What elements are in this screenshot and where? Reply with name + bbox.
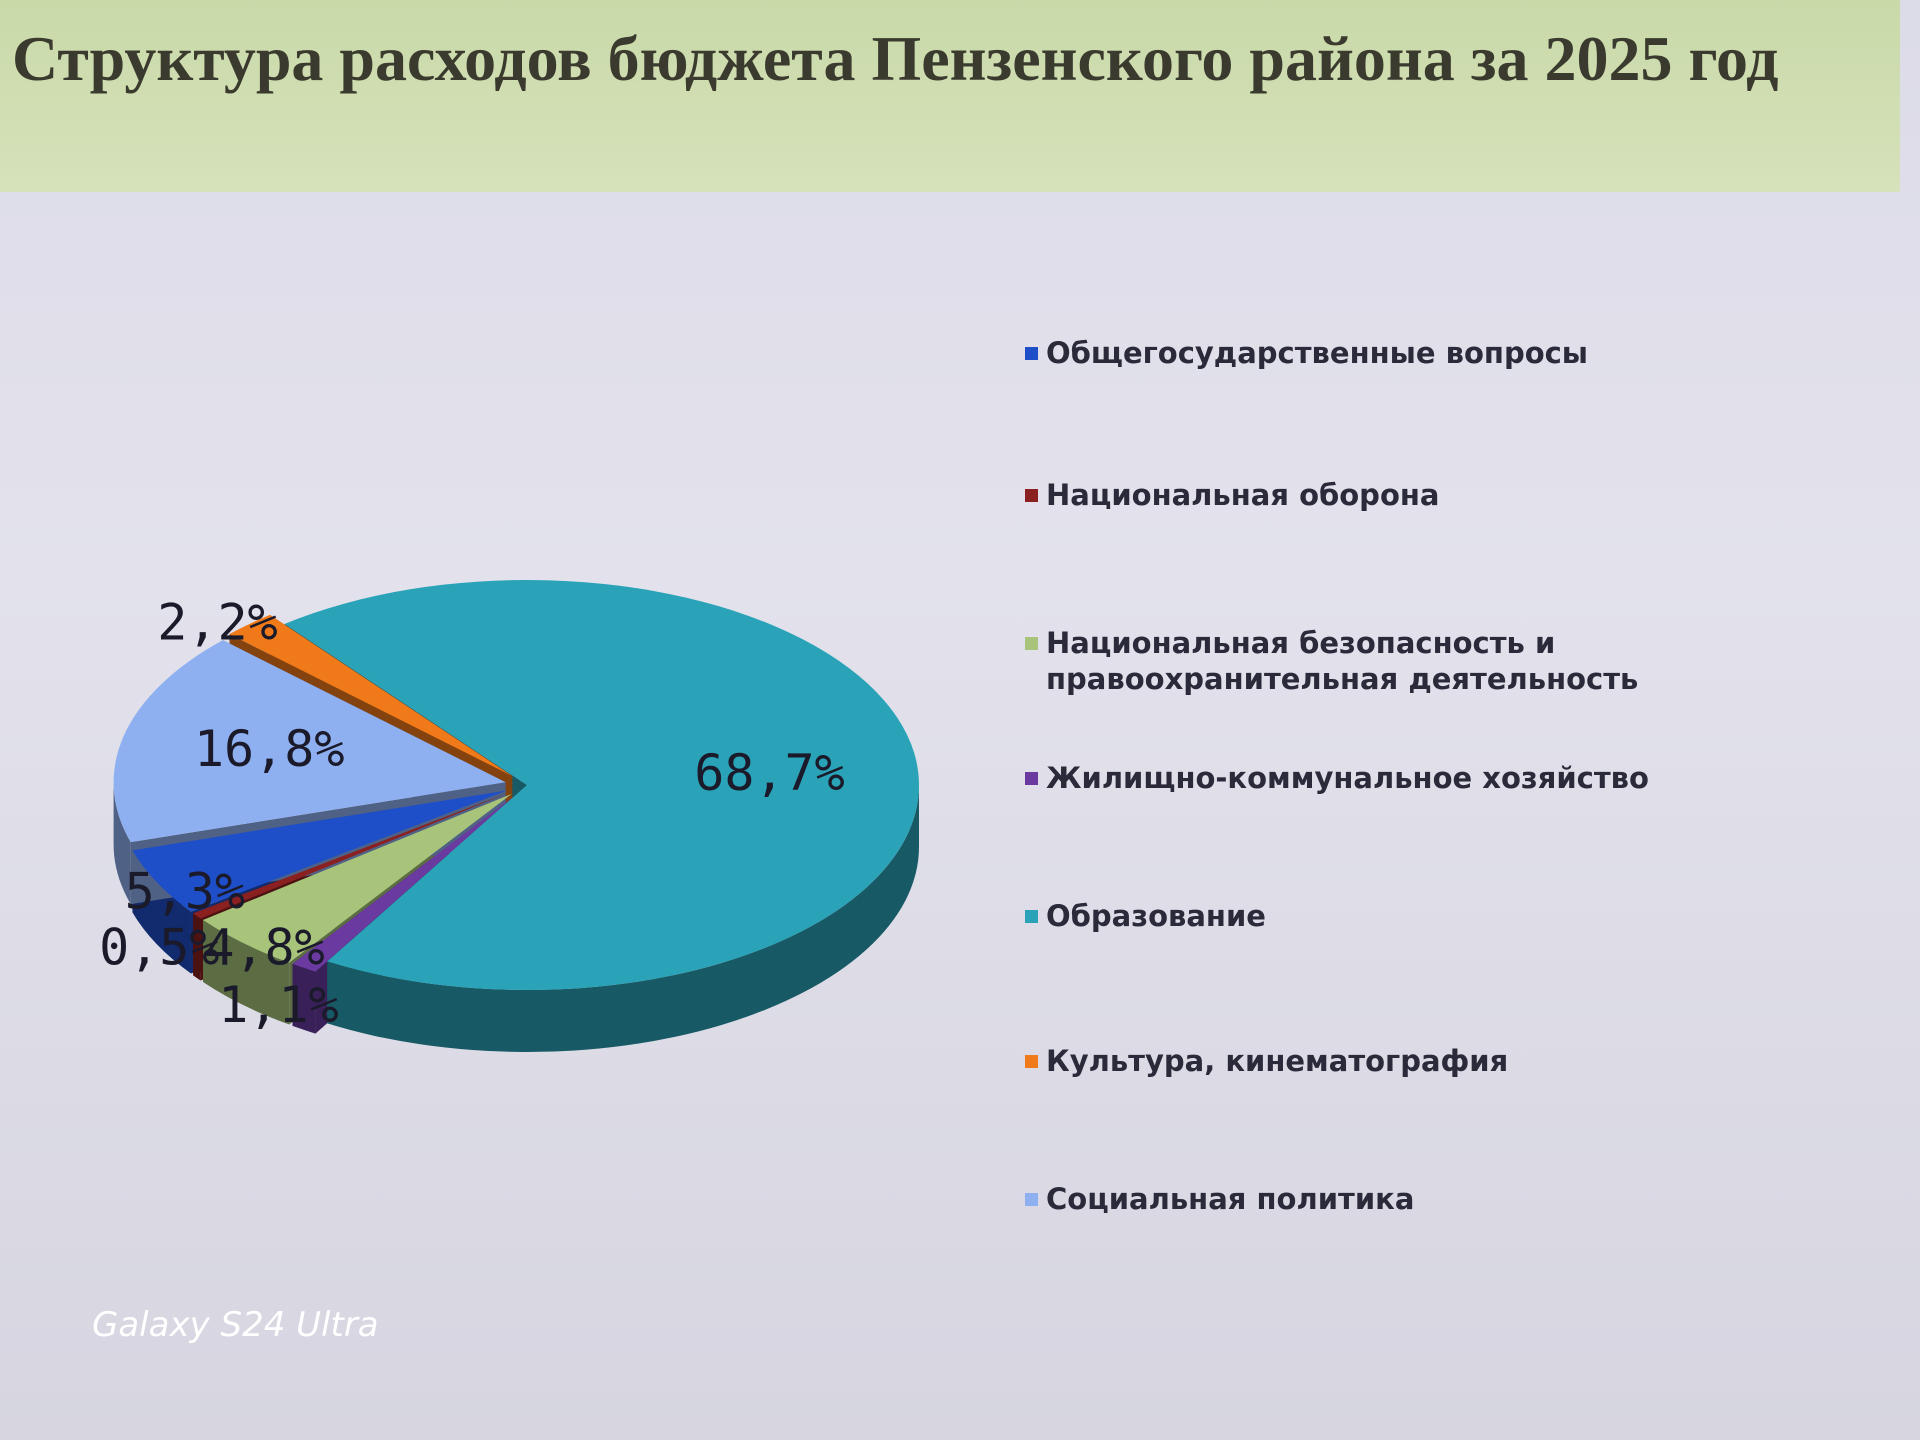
data-label: 68,7% [694, 744, 845, 802]
legend-item: Образование [1025, 898, 1705, 934]
data-label: 2,2% [157, 593, 277, 651]
legend-item: Культура, кинематография [1025, 1043, 1705, 1079]
slice-side [113, 782, 131, 905]
legend-item: Национальная оборона [1025, 477, 1705, 513]
data-label: 5,3% [125, 862, 245, 920]
slice [193, 792, 510, 919]
legend-label: Национальная безопасность и правоохранит… [1046, 626, 1639, 696]
chart-title: Структура расходов бюджета Пензенского р… [12, 23, 1779, 94]
slice [113, 640, 506, 843]
legend-label: Национальная оборона [1046, 478, 1440, 512]
legend-label: Жилищно-коммунальное хозяйство [1046, 761, 1649, 795]
data-label: 16,8% [194, 720, 345, 778]
legend-swatch [1025, 347, 1038, 360]
data-label: 0,5% [99, 918, 219, 976]
slice [284, 580, 919, 990]
legend-label: Культура, кинематография [1046, 1044, 1509, 1078]
legend-label: Общегосударственные вопросы [1046, 336, 1589, 370]
chart: 5,3%0,5%4,8%1,1% 68,7% 2,2% 16,8% [99, 580, 920, 1052]
legend-swatch [1025, 910, 1038, 923]
legend-swatch [1025, 1193, 1038, 1206]
slice [132, 790, 508, 912]
legend-swatch [1025, 637, 1038, 650]
legend-swatch [1025, 772, 1038, 785]
slice [292, 795, 516, 972]
header: Структура расходов бюджета Пензенского р… [0, 0, 1900, 192]
legend-swatch [1025, 1055, 1038, 1068]
legend-swatch [1025, 489, 1038, 502]
legend-label: Социальная политика [1046, 1182, 1415, 1216]
slice [203, 793, 512, 963]
data-label: 4,8% [204, 919, 324, 977]
slice-tops [113, 580, 919, 990]
legend-item: Общегосударственные вопросы [1025, 335, 1705, 371]
slice [229, 614, 513, 777]
watermark: Galaxy S24 Ultra [92, 1305, 379, 1345]
legend-item: Национальная безопасность и правоохранит… [1025, 625, 1705, 697]
slice-side [327, 785, 920, 1052]
legend-label: Образование [1046, 899, 1266, 933]
data-label: 1,1% [218, 976, 338, 1034]
legend-item: Жилищно-коммунальное хозяйство [1025, 760, 1705, 796]
legend-item: Социальная политика [1025, 1181, 1705, 1217]
